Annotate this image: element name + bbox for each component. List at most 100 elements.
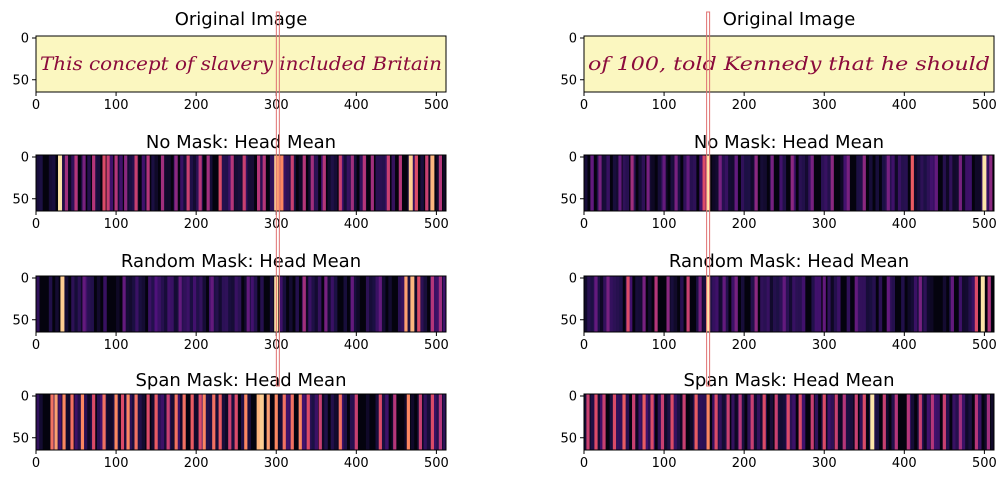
attention-stripe xyxy=(834,394,838,450)
heatmap-cell xyxy=(619,394,623,450)
heatmap-cell xyxy=(423,276,428,332)
attention-stripe xyxy=(354,394,358,450)
heatmap-cell xyxy=(64,276,69,332)
panel-title: Span Mask: Head Mean xyxy=(136,370,347,391)
x-tick-label: 100 xyxy=(652,338,677,353)
heatmap-cell xyxy=(199,276,203,332)
attention-stripe xyxy=(934,155,938,211)
heatmap-cell xyxy=(792,276,796,332)
heatmap-cell xyxy=(247,394,251,450)
x-tick-label: 0 xyxy=(32,338,40,353)
attention-stripe xyxy=(662,155,666,211)
x-tick-label: 300 xyxy=(812,98,837,113)
attention-stripe xyxy=(594,276,598,332)
attention-stripe xyxy=(862,155,866,211)
heatmap-cell xyxy=(253,276,258,332)
axes-frame xyxy=(35,35,447,93)
heatmap-cell xyxy=(183,276,187,332)
x-tick-label: 400 xyxy=(892,98,917,113)
attention-stripe xyxy=(958,155,962,211)
heatmap-cell xyxy=(237,276,242,332)
heatmap-cell xyxy=(776,276,780,332)
heatmap-cell xyxy=(760,276,764,332)
attention-stripe xyxy=(362,155,366,211)
attention-stripe xyxy=(290,155,294,211)
attention-stripe xyxy=(122,276,126,332)
attention-stripe xyxy=(702,155,706,211)
heatmap-cell xyxy=(856,276,860,332)
heatmap-cell xyxy=(436,155,440,211)
attention-stripe xyxy=(854,276,858,332)
heatmap-cell xyxy=(132,276,136,332)
heatmap-cell xyxy=(974,155,979,211)
heatmap-cell xyxy=(128,155,133,211)
heatmap-cell xyxy=(600,155,604,211)
attention-stripe xyxy=(408,155,413,211)
attention-stripe xyxy=(246,276,250,332)
heatmap-cell xyxy=(186,276,191,332)
heatmap-cell xyxy=(673,276,678,332)
x-tick-label: 0 xyxy=(32,456,40,471)
heatmap-cell xyxy=(625,155,630,211)
heatmap-cell xyxy=(36,394,40,450)
attention-stripe xyxy=(406,394,410,450)
heatmap-cell xyxy=(721,394,726,450)
heatmap-cell xyxy=(769,394,774,450)
attention-stripe xyxy=(386,155,390,211)
heatmap-cell xyxy=(180,155,184,211)
heatmap-cell xyxy=(942,276,947,332)
heatmap-cell xyxy=(641,155,646,211)
heatmap-cell xyxy=(301,394,306,450)
heatmap-cell xyxy=(891,394,896,450)
heatmap-cell xyxy=(388,276,392,332)
heatmap-cell xyxy=(731,155,735,211)
heatmap-cell xyxy=(208,155,213,211)
heatmap-cell xyxy=(218,276,223,332)
panel-title: Original Image xyxy=(175,9,308,30)
attention-stripe xyxy=(306,394,310,450)
heatmap-cell xyxy=(619,276,623,332)
attention-stripe xyxy=(417,276,421,332)
heatmap-cell xyxy=(837,394,841,450)
heatmap-cell xyxy=(772,276,777,332)
heatmap-cell xyxy=(183,155,187,211)
heatmap-cell xyxy=(260,155,264,211)
axes-frame xyxy=(35,275,447,333)
panel-title: No Mask: Head Mean xyxy=(146,132,336,153)
attention-stripe xyxy=(632,394,636,450)
heatmap-cell xyxy=(353,155,357,211)
heatmap-cell xyxy=(353,276,357,332)
heatmap-cell xyxy=(276,394,280,450)
attention-stripe xyxy=(987,276,991,332)
y-tick-label: 0 xyxy=(569,32,577,47)
heatmap-cell xyxy=(612,155,617,211)
attention-stripe xyxy=(706,394,710,450)
heatmap-cell xyxy=(84,394,88,450)
attention-stripe xyxy=(290,394,294,450)
x-tick-label: 200 xyxy=(184,456,209,471)
heatmap-cell xyxy=(375,276,380,332)
heatmap-cell xyxy=(616,394,620,450)
heatmap-cell xyxy=(164,155,168,211)
heatmap-cell xyxy=(923,394,928,450)
attention-stripe xyxy=(754,276,758,332)
heatmap-cell xyxy=(106,394,110,450)
heatmap-cell xyxy=(824,155,828,211)
x-tick-label: 300 xyxy=(264,456,289,471)
heatmap-cell xyxy=(929,276,934,332)
heatmap-cell xyxy=(269,155,274,211)
y-tick-label: 0 xyxy=(21,32,29,47)
heatmap-cell xyxy=(365,394,370,450)
attention-stripe xyxy=(418,394,422,450)
y-tick-label: 50 xyxy=(12,431,29,446)
attention-stripe xyxy=(234,394,238,450)
heatmap-cell xyxy=(116,155,120,211)
heatmap-cell xyxy=(224,155,229,211)
heatmap-cell xyxy=(968,394,972,450)
attention-stripe xyxy=(256,394,261,450)
attention-stripe xyxy=(774,394,778,450)
heatmap-cell xyxy=(314,155,319,211)
heatmap-cell xyxy=(298,155,303,211)
